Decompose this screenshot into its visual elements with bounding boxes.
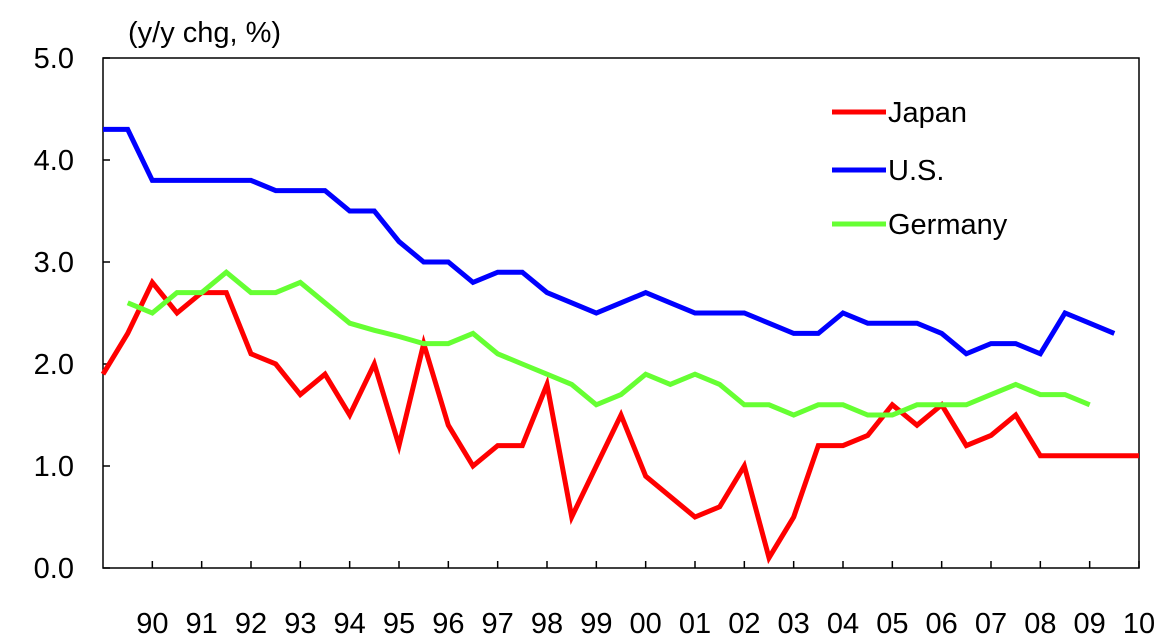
x-tick-label: 93 — [284, 608, 316, 640]
series-line-japan — [100, 277, 1139, 565]
x-tick-label: 98 — [531, 608, 563, 640]
x-tick-label: 08 — [1024, 608, 1056, 640]
x-tick-label: 03 — [778, 608, 810, 640]
x-tick-label: 99 — [580, 608, 612, 640]
legend: Japan U.S. Germany — [832, 97, 1008, 241]
y-axis: 5.0 4.0 3.0 2.0 1.0 0.0 — [34, 43, 110, 585]
y-tick-label: 0.0 — [34, 553, 74, 585]
y-tick-label: 1.0 — [34, 451, 74, 483]
x-tick-label: 91 — [186, 608, 218, 640]
x-tick-label: 96 — [432, 608, 464, 640]
x-tick-label: 01 — [679, 608, 711, 640]
plot-area-frame — [102, 57, 1140, 569]
x-axis: 90 91 92 93 94 95 96 97 98 99 00 01 02 03 04 05 06 07 08 09… — [136, 561, 1155, 640]
legend-label-japan: Japan — [888, 97, 967, 129]
y-tick-label: 5.0 — [34, 43, 74, 75]
series-layer — [100, 126, 1139, 565]
series-line-germany — [126, 268, 1091, 418]
x-tick-label: 06 — [926, 608, 958, 640]
legend-label-germany: Germany — [888, 209, 1008, 241]
x-tick-label: 05 — [876, 608, 908, 640]
x-tick-label: 90 — [136, 608, 168, 640]
unit-label: (y/y chg, %) — [128, 17, 281, 49]
x-tick-label: 04 — [827, 608, 859, 640]
x-tick-label: 00 — [630, 608, 662, 640]
x-tick-label: 10 — [1123, 608, 1155, 640]
x-tick-label: 09 — [1074, 608, 1106, 640]
x-tick-label: 02 — [728, 608, 760, 640]
series-line-u-s — [103, 126, 1116, 357]
y-tick-label: 4.0 — [34, 145, 74, 177]
x-tick-label: 94 — [334, 608, 366, 640]
x-tick-label: 07 — [975, 608, 1007, 640]
x-tick-label: 92 — [235, 608, 267, 640]
x-tick-label: 97 — [482, 608, 514, 640]
y-tick-label: 2.0 — [34, 349, 74, 381]
x-tick-label: 95 — [383, 608, 415, 640]
y-tick-label: 3.0 — [34, 247, 74, 279]
legend-label-u-s: U.S. — [888, 155, 944, 187]
